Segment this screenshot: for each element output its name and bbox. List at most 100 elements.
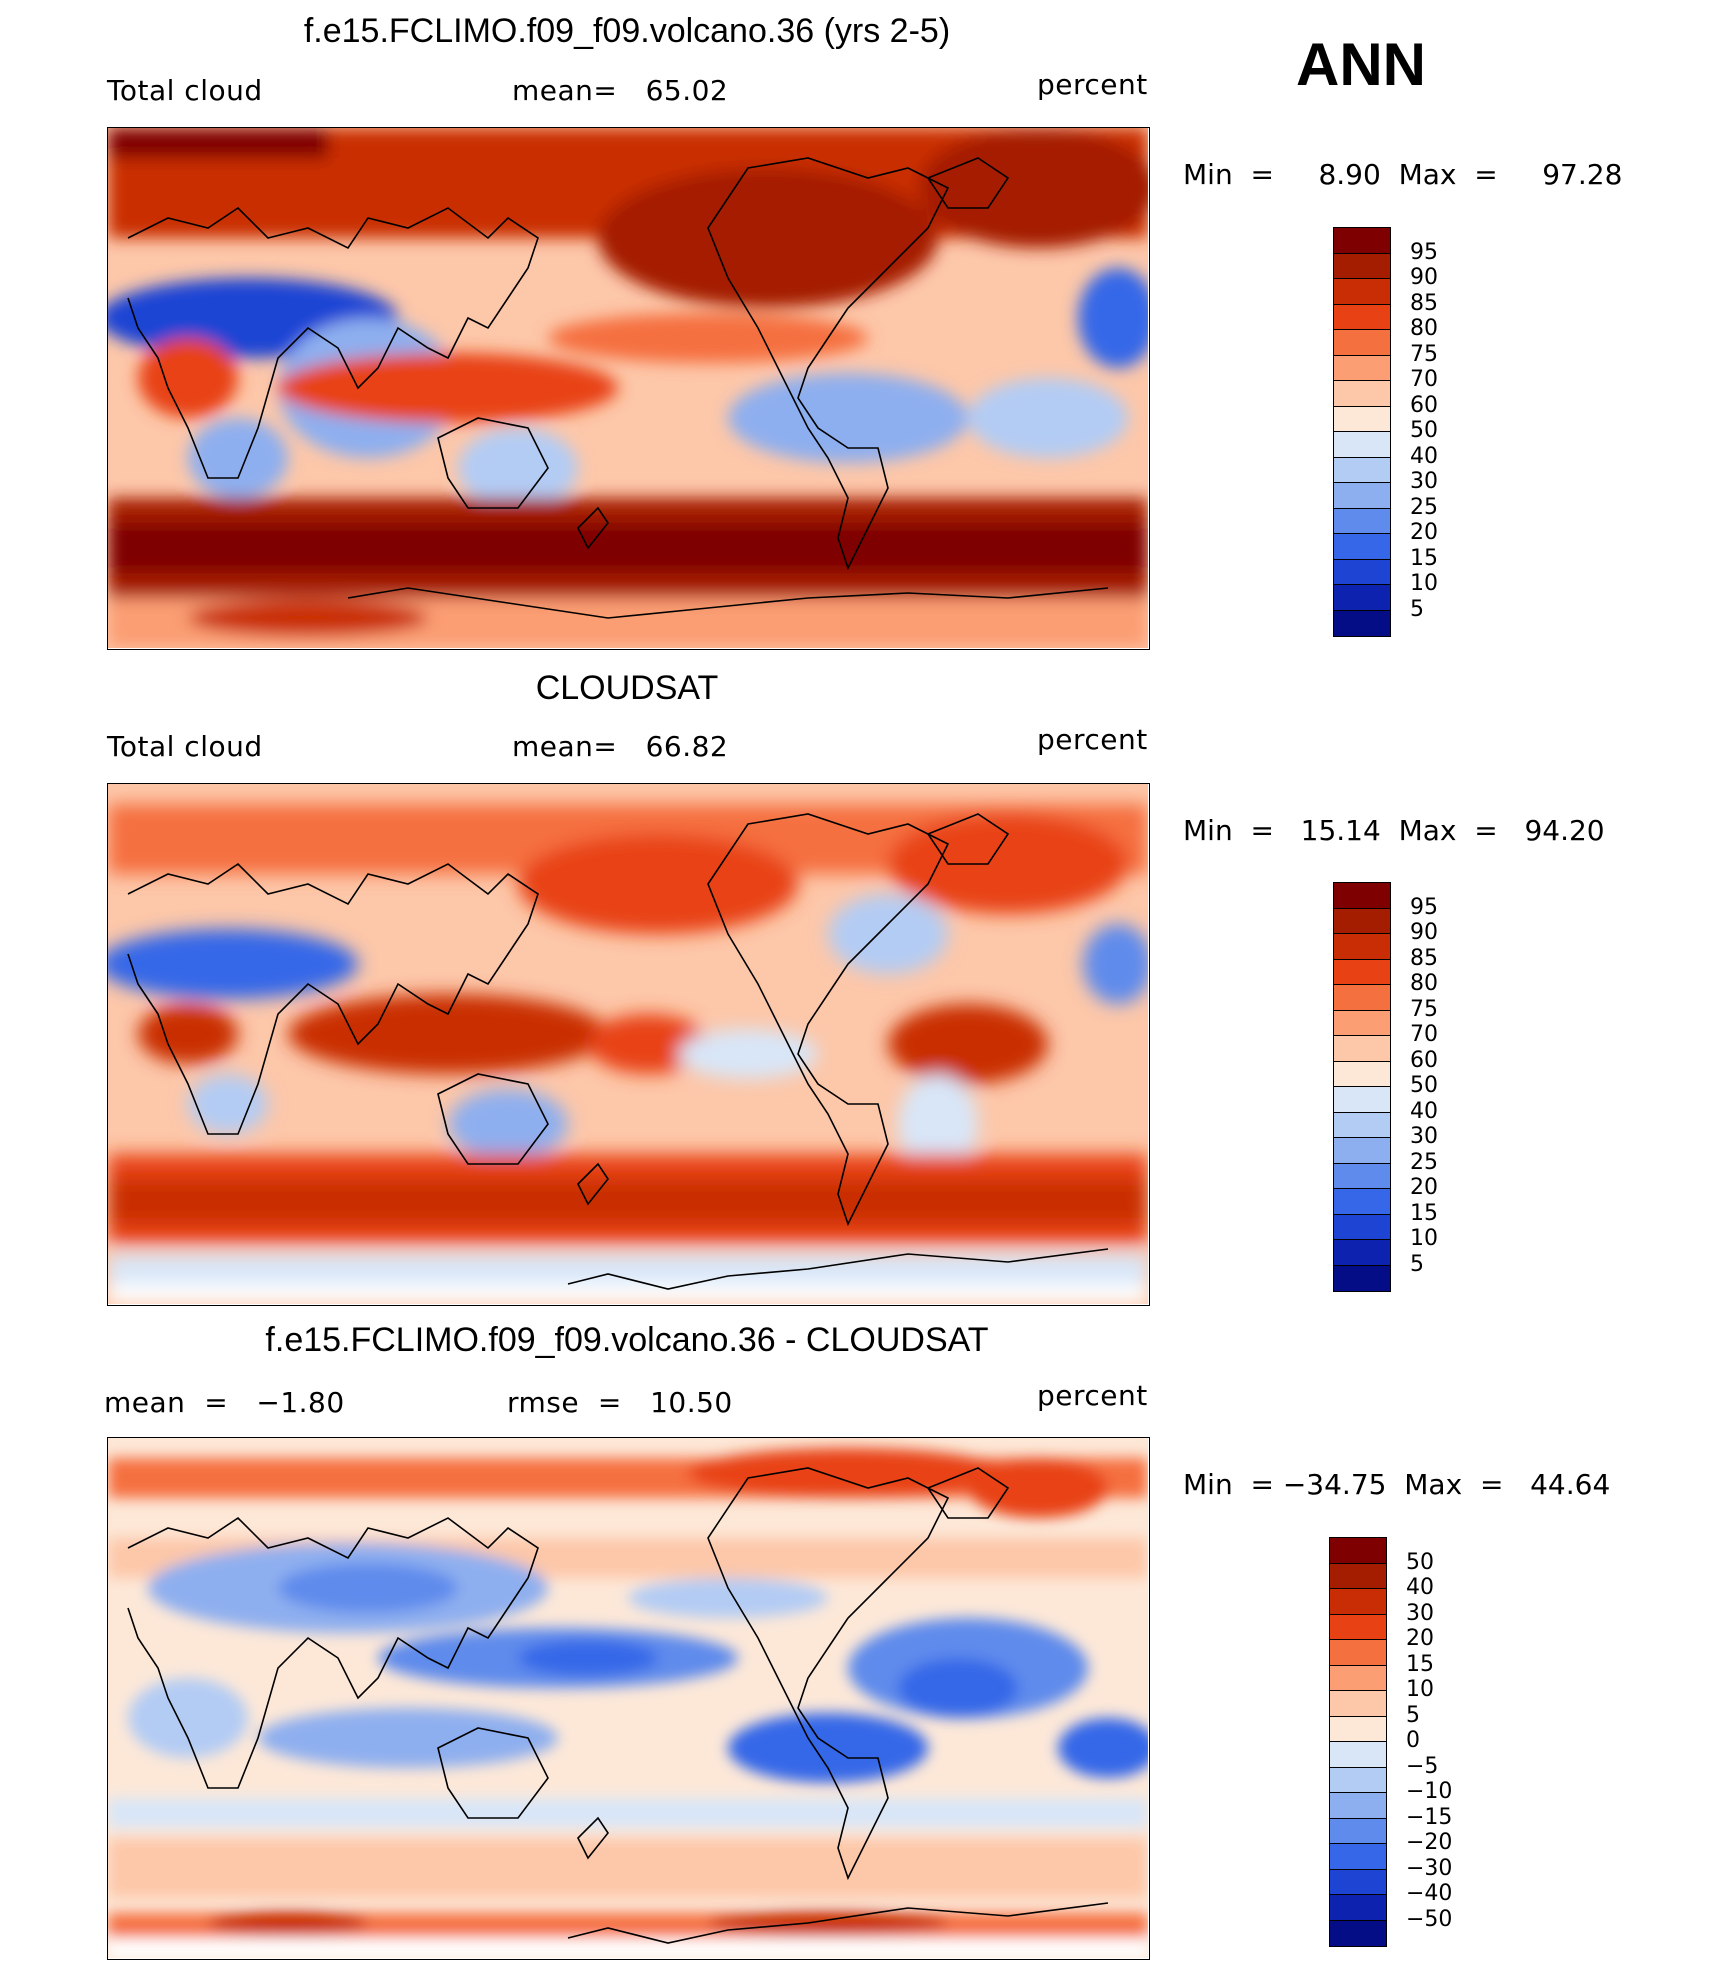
colorbar-swatch <box>1334 1163 1390 1189</box>
colorbar-tick-label: 25 <box>1410 1149 1438 1175</box>
colorbar-tick-label: −5 <box>1406 1753 1439 1779</box>
colorbar-tick-label: 95 <box>1410 894 1438 920</box>
colorbar-swatch <box>1334 934 1390 960</box>
colorbar-swatch <box>1334 1189 1390 1215</box>
colorbar-tick-label: 70 <box>1410 1022 1438 1047</box>
colorbar-swatch <box>1330 1742 1386 1768</box>
panel2-variable-label: Total cloud <box>107 730 263 763</box>
colorbar-swatch <box>1334 1265 1390 1291</box>
panel1-variable-label: Total cloud <box>107 74 263 107</box>
colorbar-tick-label: 5 <box>1410 1251 1424 1277</box>
colorbar-swatch <box>1334 534 1390 560</box>
colorbar-tick-label: 15 <box>1406 1651 1434 1677</box>
colorbar-tick-label: 5 <box>1406 1702 1420 1728</box>
colorbar-tick-label: −40 <box>1406 1881 1453 1906</box>
panel1-mean-label: mean= 65.02 <box>512 74 729 107</box>
colorbar-tick-label: 50 <box>1406 1549 1434 1575</box>
colorbar-tick-label: 20 <box>1410 1175 1438 1200</box>
colorbar-swatch <box>1330 1563 1386 1589</box>
colorbar-swatch <box>1334 1240 1390 1266</box>
colorbar-tick-label: 20 <box>1406 1626 1434 1651</box>
colorbar-tick-label: 40 <box>1410 1098 1438 1124</box>
colorbar-tick-label: −30 <box>1406 1855 1453 1881</box>
panel2-mean-label: mean= 66.82 <box>512 730 729 763</box>
colorbar-tick-label: 85 <box>1410 290 1438 316</box>
panel3-coastlines <box>127 1467 1109 1944</box>
panel2-map-field <box>108 784 1148 1304</box>
colorbar-swatch <box>1334 1112 1390 1138</box>
panel1-coastlines <box>127 157 1109 619</box>
colorbar-tick-label: 50 <box>1410 1073 1438 1098</box>
colorbar-tick-label: 30 <box>1410 1124 1438 1149</box>
colorbar-tick-label: 85 <box>1410 945 1438 971</box>
colorbar-swatch <box>1334 279 1390 305</box>
colorbar-tick-label: 75 <box>1410 996 1438 1022</box>
colorbar-swatch <box>1334 1138 1390 1164</box>
colorbar-swatch <box>1334 883 1390 909</box>
colorbar-swatch <box>1330 1691 1386 1717</box>
colorbar-swatch <box>1334 457 1390 483</box>
colorbar-swatch <box>1334 1061 1390 1087</box>
colorbar-swatch <box>1330 1665 1386 1691</box>
colorbar-tick-label: 75 <box>1410 341 1438 367</box>
colorbar-tick-label: −20 <box>1406 1830 1453 1855</box>
colorbar-tick-label: 10 <box>1410 571 1438 596</box>
panel1-units-label: percent <box>1037 68 1148 101</box>
panel3-colorbar-labels: 50 40 30 20 15 10 5 0 −5 −10 −15 −20 −30 −40 −50 <box>1406 1537 1476 1947</box>
panel3-colorbar <box>1329 1537 1387 1947</box>
colorbar-tick-label: −15 <box>1406 1804 1453 1830</box>
colorbar-swatch <box>1334 1036 1390 1062</box>
colorbar-tick-label: 5 <box>1410 596 1424 622</box>
colorbar-swatch <box>1334 483 1390 509</box>
colorbar-swatch <box>1334 508 1390 534</box>
panel2-title: CLOUDSAT <box>535 669 719 707</box>
colorbar-swatch <box>1330 1589 1386 1615</box>
panel2-minmax: Min = 15.14 Max = 94.20 <box>1183 814 1605 847</box>
panel1-colorbar <box>1333 227 1391 637</box>
colorbar-tick-label: 95 <box>1410 239 1438 265</box>
colorbar-tick-label: 0 <box>1406 1728 1420 1753</box>
colorbar-swatch <box>1330 1844 1386 1870</box>
colorbar-swatch <box>1330 1793 1386 1819</box>
colorbar-tick-label: 70 <box>1410 367 1438 392</box>
colorbar-swatch <box>1334 304 1390 330</box>
colorbar-swatch <box>1334 908 1390 934</box>
colorbar-swatch <box>1330 1895 1386 1921</box>
colorbar-tick-label: 60 <box>1410 1047 1438 1073</box>
colorbar-swatch <box>1334 985 1390 1011</box>
colorbar-tick-label: 25 <box>1410 494 1438 520</box>
panel3-units-label: percent <box>1037 1379 1148 1412</box>
colorbar-swatch <box>1330 1869 1386 1895</box>
colorbar-tick-label: 90 <box>1410 920 1438 945</box>
panel2-colorbar-labels: 95 90 85 80 75 70 60 50 40 30 25 20 15 10 5 <box>1410 882 1470 1292</box>
colorbar-swatch <box>1334 1214 1390 1240</box>
colorbar-swatch <box>1334 1010 1390 1036</box>
colorbar-swatch <box>1334 432 1390 458</box>
colorbar-swatch <box>1334 330 1390 356</box>
colorbar-tick-label: 40 <box>1410 443 1438 469</box>
colorbar-tick-label: 20 <box>1410 520 1438 545</box>
colorbar-swatch <box>1330 1538 1386 1564</box>
panel2-coastlines <box>127 813 1109 1290</box>
colorbar-swatch <box>1330 1920 1386 1946</box>
colorbar-tick-label: 50 <box>1410 418 1438 443</box>
colorbar-tick-label: 10 <box>1406 1677 1434 1702</box>
colorbar-tick-label: −10 <box>1406 1779 1453 1804</box>
panel3-map <box>107 1437 1150 1960</box>
colorbar-swatch <box>1334 381 1390 407</box>
panel3-rmse-label: rmse = 10.50 <box>507 1386 733 1419</box>
colorbar-swatch <box>1330 1640 1386 1666</box>
colorbar-swatch <box>1330 1614 1386 1640</box>
colorbar-tick-label: 15 <box>1410 1200 1438 1226</box>
colorbar-swatch <box>1334 559 1390 585</box>
colorbar-swatch <box>1334 959 1390 985</box>
colorbar-tick-label: 30 <box>1406 1600 1434 1626</box>
panel3-mean-label: mean = −1.80 <box>104 1386 345 1419</box>
colorbar-tick-label: 10 <box>1410 1226 1438 1251</box>
panel2-map <box>107 783 1150 1306</box>
colorbar-tick-label: 40 <box>1406 1575 1434 1600</box>
colorbar-swatch <box>1334 406 1390 432</box>
panel1-minmax: Min = 8.90 Max = 97.28 <box>1183 158 1623 191</box>
colorbar-swatch <box>1334 228 1390 254</box>
panel3-map-field <box>108 1438 1148 1958</box>
